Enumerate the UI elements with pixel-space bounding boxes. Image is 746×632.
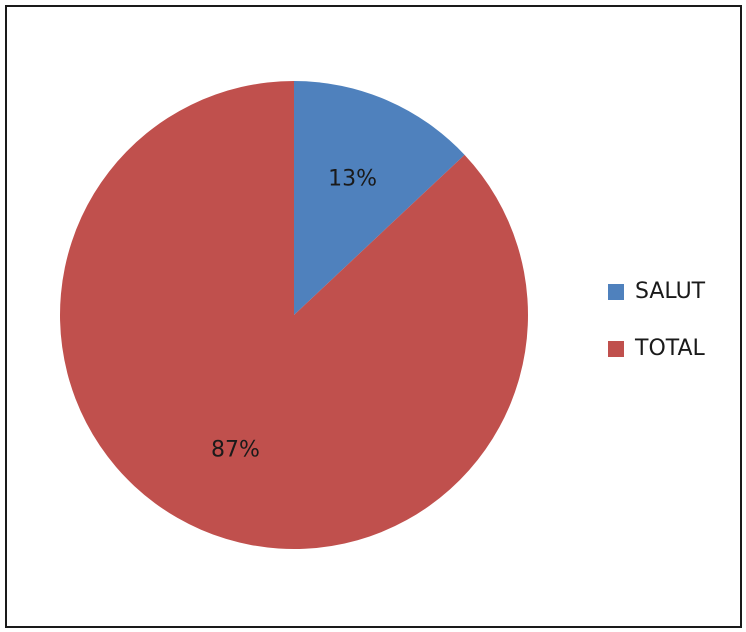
- pie-slice-salut: [294, 81, 465, 315]
- legend-swatch-total: [608, 341, 624, 357]
- legend-label-salut: SALUT: [635, 279, 706, 304]
- data-label-total: 87%: [211, 437, 260, 462]
- legend-swatch-salut: [608, 284, 624, 300]
- legend-label-total: TOTAL: [634, 336, 706, 361]
- pie-data-labels: 13% 87%: [211, 167, 377, 463]
- pie-slices: [59, 81, 529, 549]
- chart-legend: SALUT TOTAL: [608, 279, 706, 361]
- data-label-salut: 13%: [328, 167, 377, 192]
- pie-slice-total: [59, 81, 529, 549]
